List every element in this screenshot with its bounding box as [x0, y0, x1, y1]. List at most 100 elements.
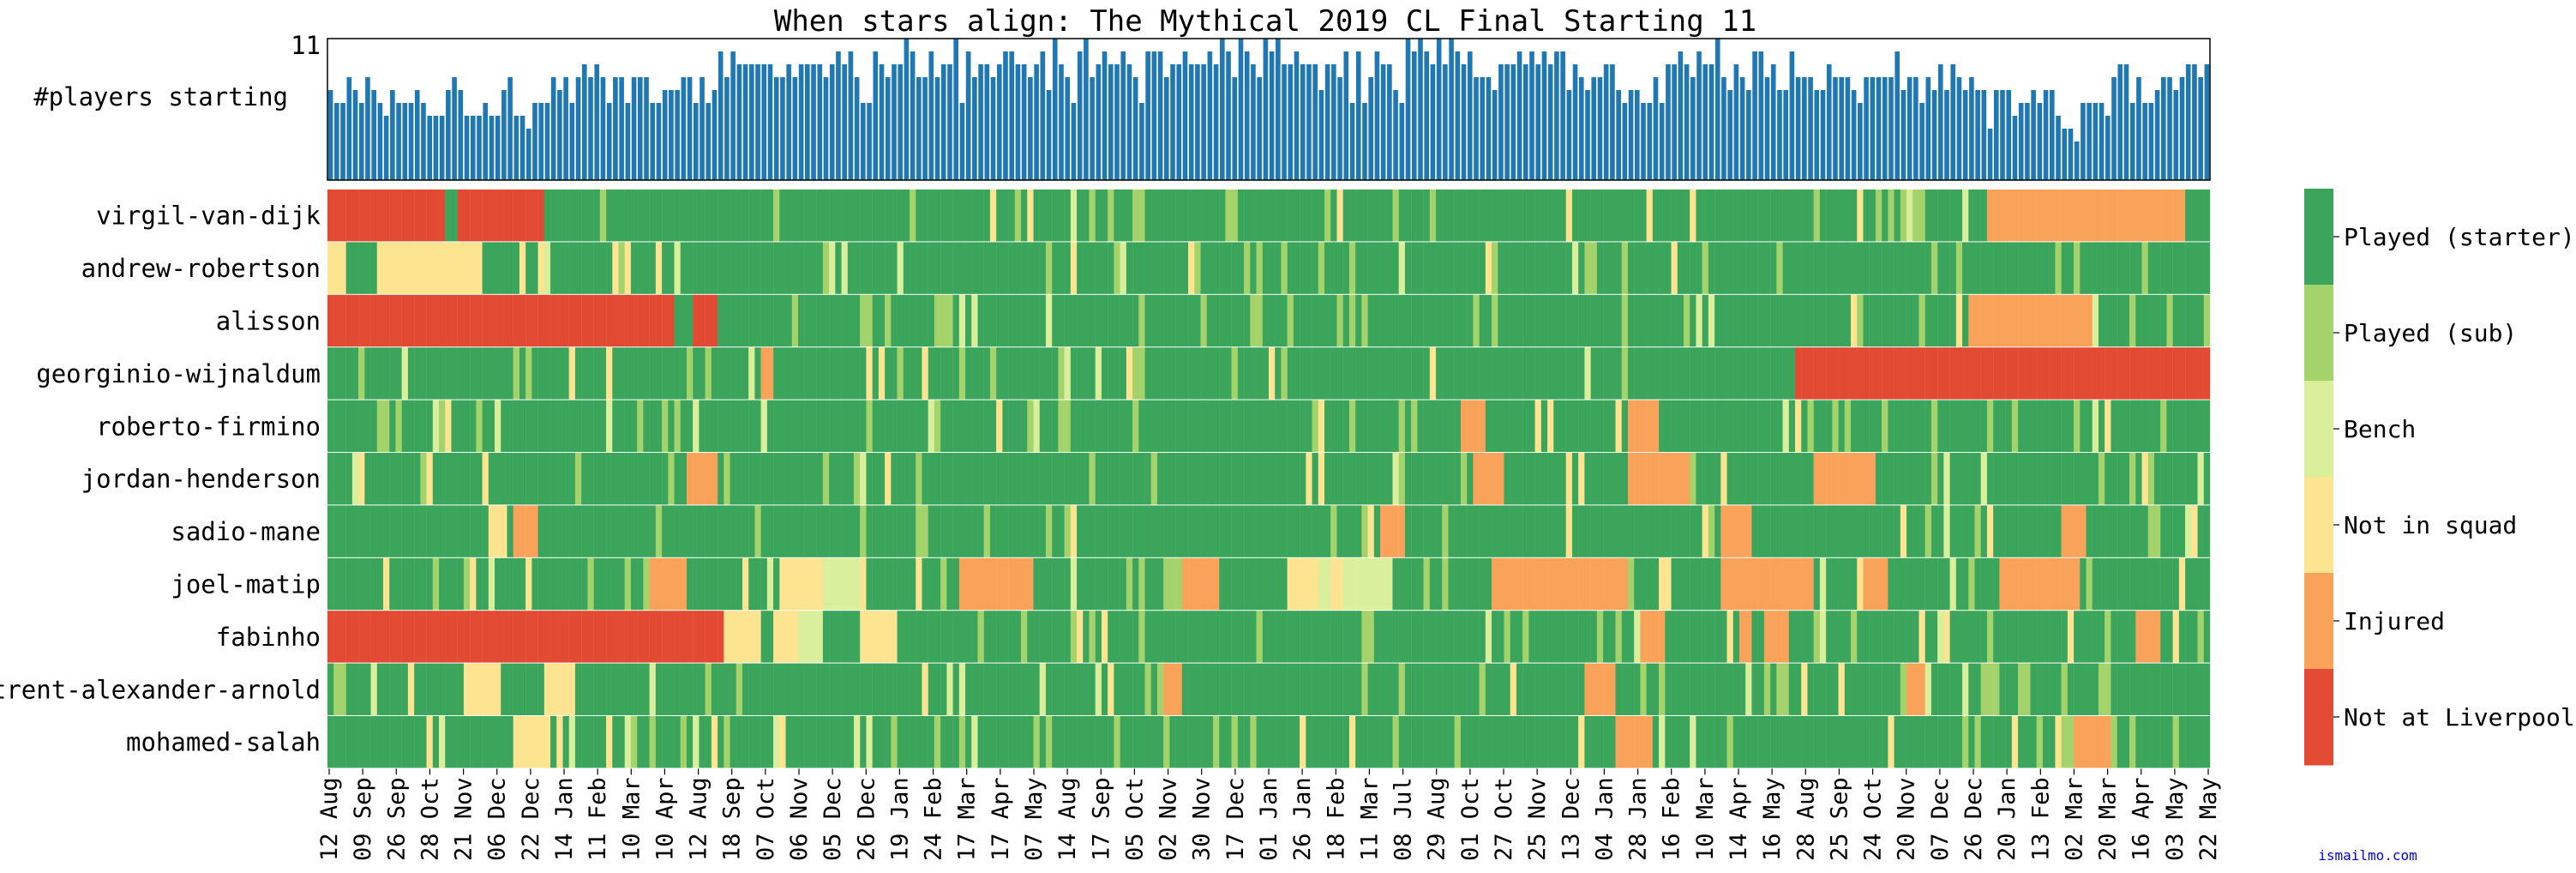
- heatmap-cell: [1467, 347, 1474, 400]
- starting-count-bar: [483, 103, 489, 180]
- heatmap-cell: [1492, 347, 1498, 400]
- heatmap-cell: [1156, 611, 1164, 663]
- heatmap-cell: [593, 505, 601, 557]
- heatmap-cell: [345, 716, 353, 768]
- heatmap-cell: [2166, 663, 2173, 715]
- heatmap-cell: [1665, 453, 1672, 505]
- starting-count-bar: [569, 103, 575, 180]
- starting-count-bar: [978, 64, 983, 180]
- heatmap-cell: [482, 400, 489, 452]
- heatmap-cell: [866, 716, 873, 768]
- heatmap-cell: [2030, 716, 2037, 768]
- heatmap-cell: [1863, 190, 1870, 242]
- heatmap-cell: [989, 716, 997, 768]
- x-tick-label: 04 Jan: [1591, 777, 1618, 861]
- heatmap-cell: [2111, 557, 2117, 611]
- heatmap-cell: [327, 190, 334, 242]
- heatmap-cell: [2160, 400, 2167, 452]
- heatmap-cell: [1361, 453, 1368, 505]
- heatmap-cell: [488, 242, 495, 294]
- heatmap-cell: [952, 190, 960, 242]
- heatmap-cell: [1336, 190, 1343, 242]
- heatmap-cell: [1590, 557, 1598, 611]
- heatmap-cell: [1398, 716, 1406, 768]
- starting-count-bar: [2198, 77, 2203, 180]
- heatmap-cell: [1763, 453, 1771, 505]
- heatmap-cell: [1652, 294, 1660, 347]
- heatmap-cell: [1275, 400, 1282, 452]
- heatmap-cell: [1163, 453, 1170, 505]
- heatmap-cell: [1386, 716, 1393, 768]
- heatmap-cell: [1770, 716, 1777, 768]
- heatmap-cell: [1882, 242, 1888, 294]
- heatmap-cell: [2042, 505, 2050, 557]
- heatmap-cell: [543, 557, 551, 611]
- heatmap-cell: [457, 505, 465, 557]
- starting-count-bar: [1263, 39, 1269, 180]
- heatmap-cell: [1652, 716, 1660, 768]
- heatmap-cell: [401, 190, 409, 242]
- heatmap-cell: [2030, 242, 2037, 294]
- heatmap-cell: [736, 557, 743, 611]
- heatmap-cell: [922, 347, 928, 400]
- heatmap-cell: [760, 557, 768, 611]
- heatmap-cell: [1120, 505, 1127, 557]
- heatmap-cell: [432, 453, 440, 505]
- heatmap-cell: [1665, 347, 1672, 400]
- heatmap-cell: [829, 557, 836, 611]
- heatmap-cell: [958, 716, 966, 768]
- heatmap-cell: [1256, 505, 1263, 557]
- heatmap-cell: [1237, 190, 1245, 242]
- heatmap-cell: [1101, 242, 1108, 294]
- heatmap-cell: [445, 242, 452, 294]
- heatmap-cell: [1181, 400, 1189, 452]
- heatmap-cell: [711, 190, 718, 242]
- heatmap-cell: [2036, 557, 2044, 611]
- heatmap-cell: [401, 294, 409, 347]
- heatmap-cell: [989, 505, 997, 557]
- heatmap-cell: [2197, 190, 2204, 242]
- heatmap-cell: [643, 294, 650, 347]
- heatmap-cell: [1844, 505, 1852, 557]
- heatmap-cell: [1534, 400, 1542, 452]
- starting-count-bar: [538, 103, 544, 180]
- heatmap-cell: [395, 557, 402, 611]
- heatmap-cell: [1838, 190, 1845, 242]
- heatmap-cell: [1138, 505, 1145, 557]
- heatmap-cell: [1838, 716, 1845, 768]
- heatmap-cell: [358, 716, 365, 768]
- heatmap-cell: [885, 611, 892, 663]
- heatmap-cell: [519, 453, 526, 505]
- starting-count-bar: [1597, 77, 1603, 180]
- heatmap-cell: [537, 716, 545, 768]
- heatmap-cell: [519, 400, 526, 452]
- heatmap-cell: [2191, 557, 2198, 611]
- heatmap-cell: [2141, 557, 2148, 611]
- heatmap-cell: [989, 453, 997, 505]
- starting-count-bar: [1708, 64, 1714, 180]
- heatmap-cell: [376, 400, 384, 452]
- heatmap-cell: [2005, 453, 2013, 505]
- heatmap-cell: [1739, 347, 1746, 400]
- heatmap-cell: [1262, 557, 1270, 611]
- credit-link[interactable]: ismailmo.com: [2318, 847, 2417, 864]
- heatmap-cell: [791, 663, 799, 715]
- starting-count-bar: [1226, 51, 1231, 180]
- heatmap-cell: [1875, 242, 1882, 294]
- heatmap-cell: [1411, 294, 1418, 347]
- heatmap-cell: [1027, 400, 1034, 452]
- heatmap-cell: [364, 400, 371, 452]
- heatmap-cell: [1386, 611, 1393, 663]
- heatmap-cell: [1436, 663, 1443, 715]
- heatmap-cell: [1547, 557, 1554, 611]
- heatmap-cell: [1120, 294, 1127, 347]
- x-tick-label: 19 Jan: [886, 777, 913, 861]
- heatmap-cell: [1912, 347, 1919, 400]
- heatmap-cell: [1838, 453, 1845, 505]
- heatmap-cell: [599, 716, 607, 768]
- heatmap-cell: [1609, 294, 1616, 347]
- starting-count-bar: [581, 64, 587, 180]
- heatmap-cell: [1318, 505, 1325, 557]
- heatmap-cell: [791, 505, 799, 557]
- heatmap-cell: [339, 400, 346, 452]
